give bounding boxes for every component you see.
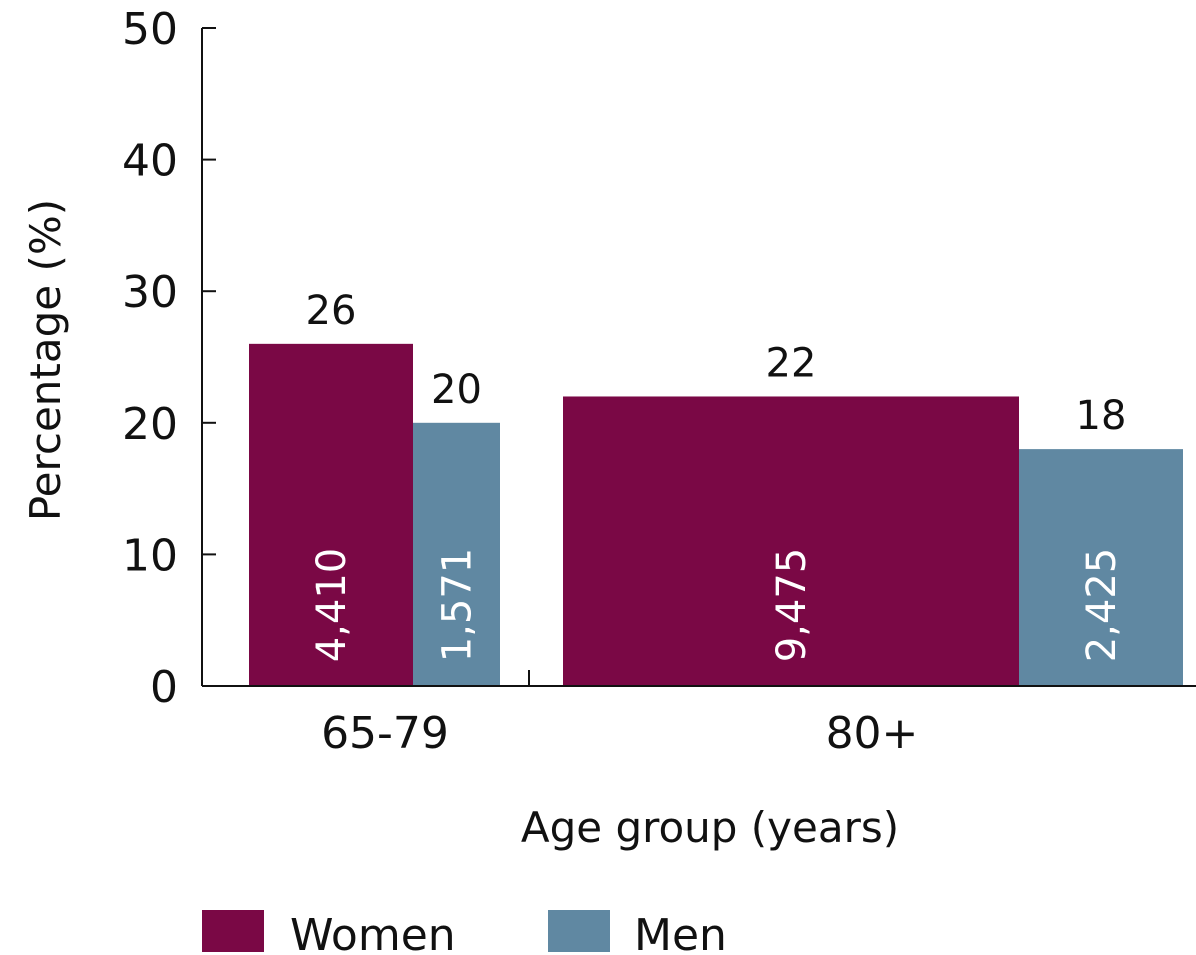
y-tick-label-10: 10 (122, 530, 178, 581)
x-axis: 65-79 80+ (202, 670, 1196, 759)
y-tick-label-20: 20 (122, 399, 178, 450)
y-axis: 0 10 20 30 40 50 (122, 4, 216, 713)
bars-group: 26 4,410 22 9,475 20 1,571 18 2,425 (249, 288, 1183, 686)
value-label-women-80+: 22 (766, 340, 817, 386)
count-label-women-80+: 9,475 (769, 548, 815, 663)
value-label-women-65-79: 26 (306, 288, 357, 334)
count-label-women-65-79: 4,410 (309, 548, 355, 663)
value-label-men-65-79: 20 (431, 367, 482, 413)
bar-women-80+ (563, 396, 1019, 686)
x-category-label-65-79: 65-79 (321, 708, 449, 759)
x-category-label-80+: 80+ (826, 708, 919, 759)
legend: Women Men (202, 910, 727, 955)
count-label-men-65-79: 1,571 (435, 548, 481, 663)
bar-men-65-79 (413, 422, 500, 686)
value-label-men-80+: 18 (1076, 393, 1127, 439)
legend-label-women: Women (290, 910, 456, 955)
legend-swatch-women (202, 910, 264, 952)
bar-men-80+ (1019, 449, 1183, 686)
y-tick-label-50: 50 (122, 4, 178, 55)
x-axis-title: Age group (years) (521, 803, 899, 852)
y-tick-label-30: 30 (122, 267, 178, 318)
y-tick-label-0: 0 (150, 662, 178, 713)
y-axis-title: Percentage (%) (21, 199, 70, 521)
count-label-men-80+: 2,425 (1079, 548, 1125, 663)
y-tick-label-40: 40 (122, 136, 178, 187)
bar-women-65-79 (249, 343, 413, 686)
legend-label-men: Men (634, 910, 727, 955)
legend-swatch-men (548, 910, 610, 952)
